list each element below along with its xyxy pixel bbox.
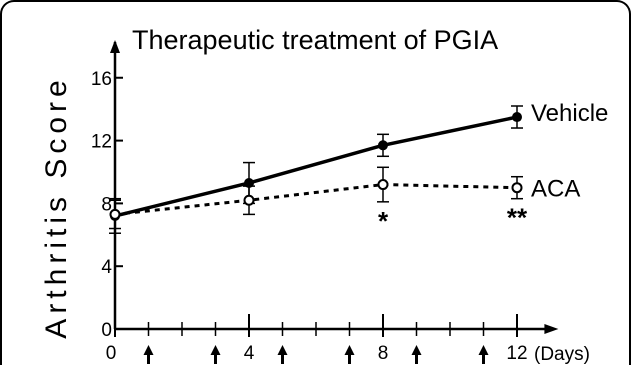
aca-line <box>114 183 518 216</box>
aca-point <box>377 179 389 191</box>
aca-point <box>109 208 121 220</box>
vehicle-line <box>114 115 518 218</box>
x-axis-unit-label: (Days) <box>534 344 590 365</box>
y-axis-label: Arthritis Score <box>40 75 73 338</box>
treatment-arrow-head <box>143 345 154 355</box>
vehicle-point <box>512 112 522 123</box>
x-axis-arrow <box>544 324 559 334</box>
aca-point <box>511 182 523 194</box>
axes: 0 4 8 12 16 0 4 8 12 <box>91 40 559 364</box>
y-tick-label: 0 <box>101 320 112 341</box>
aca-label: ACA <box>531 176 580 203</box>
y-tick-label: 8 <box>101 194 112 215</box>
chart-title: Therapeutic treatment of PGIA <box>132 25 498 55</box>
y-tick-label: 16 <box>91 69 112 90</box>
vehicle-point <box>378 140 388 151</box>
significance-marker: * <box>378 206 389 236</box>
vehicle-label: Vehicle <box>531 100 608 127</box>
x-tick-label: 12 <box>506 343 527 364</box>
x-tick-label: 4 <box>244 343 255 364</box>
significance-marker: ** <box>507 203 528 233</box>
treatment-arrow-head <box>210 345 221 355</box>
y-tick-label: 12 <box>91 132 112 153</box>
treatment-arrow-head <box>411 345 422 355</box>
x-tick-label: 8 <box>378 343 389 364</box>
treatment-arrow-head <box>478 345 489 355</box>
x-tick-label: 0 <box>106 343 117 364</box>
y-axis-arrow <box>110 40 120 53</box>
treatment-arrow-head <box>277 345 288 355</box>
y-tick-label: 4 <box>101 257 112 278</box>
treatment-arrow-head <box>344 345 355 355</box>
aca-point <box>243 194 255 206</box>
